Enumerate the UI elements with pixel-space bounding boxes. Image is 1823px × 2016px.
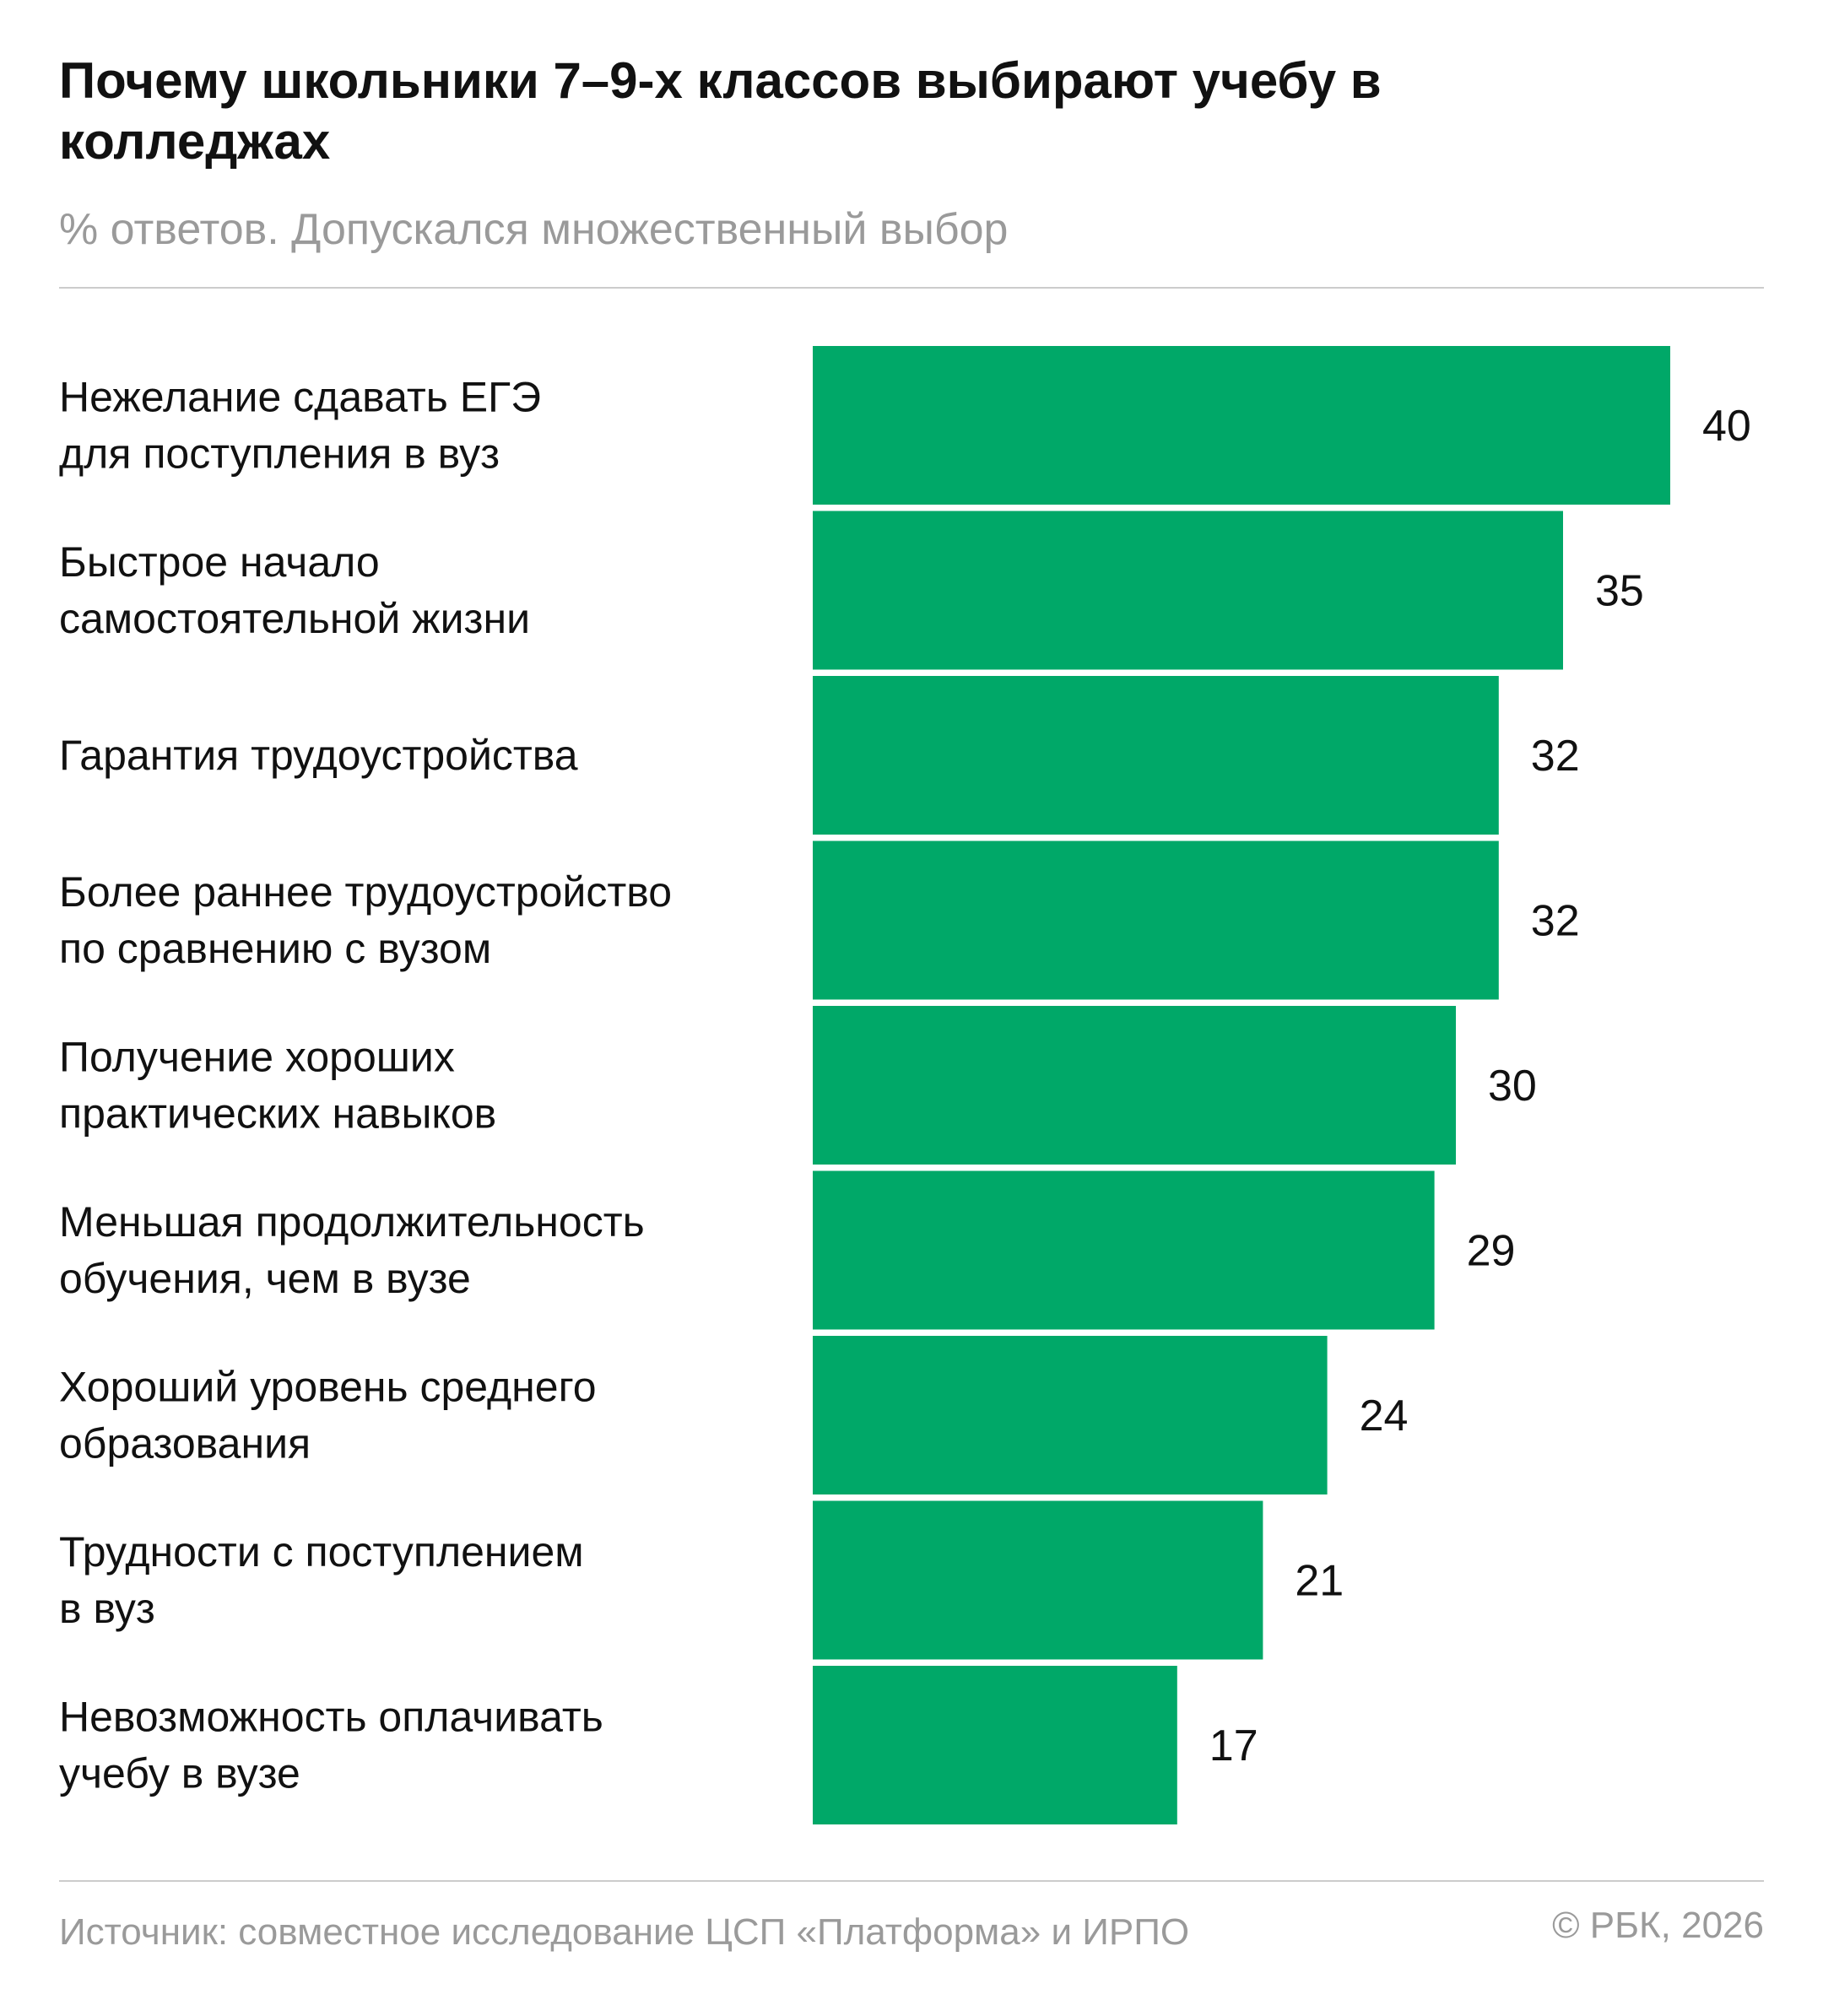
bar-6 xyxy=(813,1170,1435,1330)
top-divider xyxy=(59,287,1764,289)
category-label-3: Гарантия трудоустройства xyxy=(59,732,578,779)
bar-value-label-5: 30 xyxy=(1488,1062,1537,1111)
bar-8 xyxy=(813,1500,1263,1660)
bar-value-label-2: 35 xyxy=(1595,567,1644,616)
bar-value-label-1: 40 xyxy=(1702,402,1751,451)
bottom-divider xyxy=(59,1880,1764,1882)
bar-value-label-7: 24 xyxy=(1360,1392,1409,1440)
bar-7 xyxy=(813,1336,1328,1494)
bar-1 xyxy=(813,346,1670,505)
chart-title: Почему школьники 7–9-х классов выбирают … xyxy=(59,52,1382,170)
category-label-9: Невозможность оплачивать учебу в вузе xyxy=(59,1694,603,1797)
chart-subtitle: % ответов. Допускался множественный выбо… xyxy=(59,205,1009,254)
bar-2 xyxy=(813,511,1563,670)
bar-9 xyxy=(813,1666,1177,1824)
category-label-7: Хороший уровень среднего образования xyxy=(59,1364,597,1467)
bar-3 xyxy=(813,676,1499,835)
bar-value-label-8: 21 xyxy=(1295,1557,1344,1606)
category-label-4: Более раннее трудоустройство по сравнению… xyxy=(59,868,672,972)
source-note: Источник: совместное исследование ЦСП «П… xyxy=(59,1911,1190,1953)
bar-chart: 40 Нежелание сдавать ЕГЭ для поступления в… xyxy=(59,346,1751,1824)
category-label-6: Меньшая продолжительность обучения, чем в… xyxy=(59,1198,645,1302)
bar-value-label-4: 32 xyxy=(1531,897,1580,946)
copyright-note: © РБК, 2026 xyxy=(1552,1905,1764,1946)
category-label-8: Трудности с поступлением в вуз xyxy=(59,1528,584,1632)
category-label-2: Быстрое начало самостоятельной жизни xyxy=(59,538,530,642)
bar-value-label-3: 32 xyxy=(1531,732,1580,781)
category-label-1: Нежелание сдавать ЕГЭ для поступления в в… xyxy=(59,374,541,478)
category-label-5: Получение хороших практических навыков xyxy=(59,1034,496,1138)
bar-value-label-6: 29 xyxy=(1467,1227,1516,1276)
bar-value-label-9: 17 xyxy=(1209,1721,1258,1770)
bar-4 xyxy=(813,840,1499,1000)
bar-5 xyxy=(813,1006,1456,1165)
